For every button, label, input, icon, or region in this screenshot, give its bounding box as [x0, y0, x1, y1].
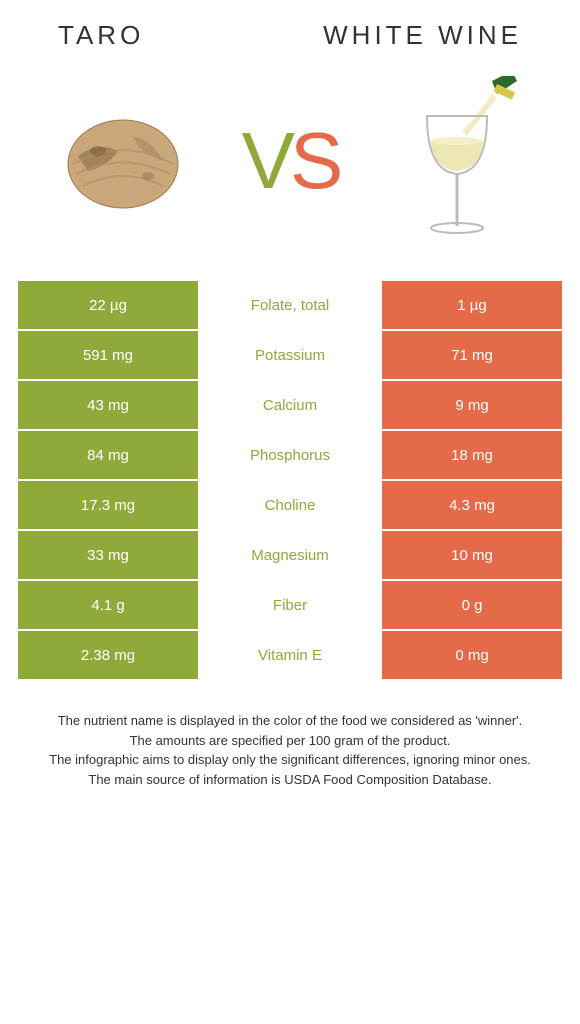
nutrient-name: Fiber: [200, 581, 380, 629]
nutrient-row: 17.3 mgCholine4.3 mg: [18, 481, 562, 529]
right-value: 9 mg: [382, 381, 562, 429]
footer-notes: The nutrient name is displayed in the co…: [18, 681, 562, 789]
wine-image: [382, 86, 532, 236]
nutrient-row: 22 µgFolate, total1 µg: [18, 281, 562, 329]
infographic-container: Taro White wine V S: [0, 0, 580, 789]
nutrient-name: Folate, total: [200, 281, 380, 329]
nutrient-name: Vitamin E: [200, 631, 380, 679]
footer-line: The infographic aims to display only the…: [38, 750, 542, 770]
nutrient-row: 33 mgMagnesium10 mg: [18, 531, 562, 579]
vs-s: S: [290, 115, 338, 207]
title-row: Taro White wine: [18, 20, 562, 51]
left-title: Taro: [58, 20, 144, 51]
left-value: 2.38 mg: [18, 631, 198, 679]
right-value: 71 mg: [382, 331, 562, 379]
left-value: 84 mg: [18, 431, 198, 479]
taro-image: [48, 86, 198, 236]
hero-row: V S: [18, 71, 562, 251]
footer-line: The amounts are specified per 100 gram o…: [38, 731, 542, 751]
nutrient-row: 4.1 gFiber0 g: [18, 581, 562, 629]
left-value: 17.3 mg: [18, 481, 198, 529]
right-value: 0 g: [382, 581, 562, 629]
vs-v: V: [242, 115, 290, 207]
vs-label: V S: [242, 115, 339, 207]
left-value: 591 mg: [18, 331, 198, 379]
wine-glass-icon: [397, 76, 517, 246]
taro-icon: [58, 106, 188, 216]
nutrient-name: Calcium: [200, 381, 380, 429]
left-value: 43 mg: [18, 381, 198, 429]
nutrient-table: 22 µgFolate, total1 µg591 mgPotassium71 …: [18, 281, 562, 679]
right-title: White wine: [323, 20, 522, 51]
right-value: 1 µg: [382, 281, 562, 329]
left-value: 22 µg: [18, 281, 198, 329]
footer-line: The main source of information is USDA F…: [38, 770, 542, 790]
left-value: 33 mg: [18, 531, 198, 579]
nutrient-row: 2.38 mgVitamin E0 mg: [18, 631, 562, 679]
nutrient-name: Choline: [200, 481, 380, 529]
nutrient-row: 84 mgPhosphorus18 mg: [18, 431, 562, 479]
right-value: 4.3 mg: [382, 481, 562, 529]
nutrient-row: 591 mgPotassium71 mg: [18, 331, 562, 379]
nutrient-name: Magnesium: [200, 531, 380, 579]
nutrient-name: Phosphorus: [200, 431, 380, 479]
nutrient-row: 43 mgCalcium9 mg: [18, 381, 562, 429]
footer-line: The nutrient name is displayed in the co…: [38, 711, 542, 731]
left-value: 4.1 g: [18, 581, 198, 629]
right-value: 10 mg: [382, 531, 562, 579]
right-value: 18 mg: [382, 431, 562, 479]
nutrient-name: Potassium: [200, 331, 380, 379]
right-value: 0 mg: [382, 631, 562, 679]
